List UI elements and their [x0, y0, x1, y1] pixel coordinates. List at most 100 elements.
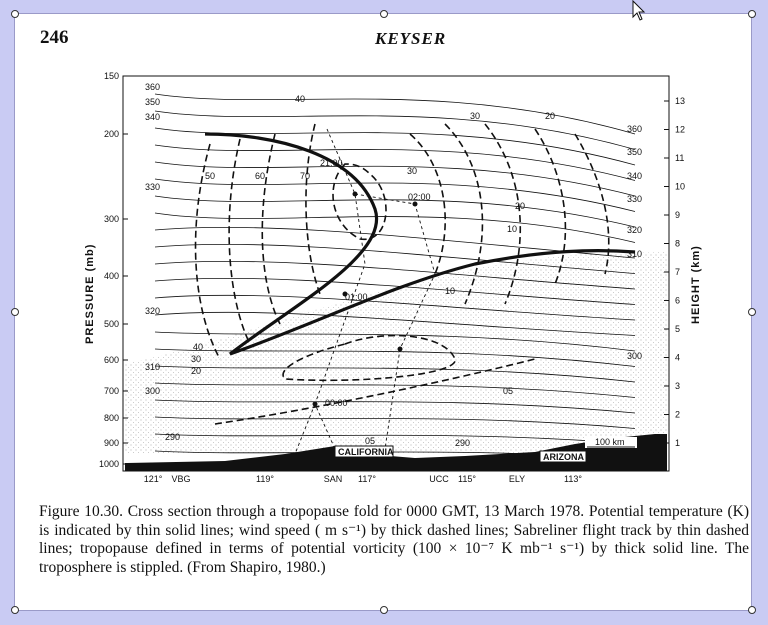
pressure-ticks: 150 200 300 400 500 600 700 800 900 1000 [99, 71, 128, 469]
wind-speed-label: 40 [193, 342, 203, 352]
pressure-tick-label: 600 [104, 355, 119, 365]
arizona-box [539, 450, 587, 463]
height-tick-label: 13 [675, 96, 685, 106]
track-time-label: 02:00 [408, 192, 431, 202]
theta-isentrope [154, 416, 636, 429]
pressure-tick-label: 500 [104, 319, 119, 329]
resize-handle-br[interactable] [748, 606, 756, 614]
tropopause-fold [204, 132, 636, 356]
theta-isentrope [154, 178, 636, 212]
theta-label-right: 360 [627, 124, 642, 134]
theta-isentrope [154, 161, 636, 197]
height-tick-label: 7 [675, 267, 680, 277]
theta-label-right: 340 [627, 171, 642, 181]
theta-isentrope [154, 348, 636, 367]
california-box [334, 445, 394, 458]
pressure-tick-label: 200 [104, 129, 119, 139]
wind-speed-label: 10 [445, 286, 455, 296]
theta-isentrope [154, 433, 636, 445]
mouse-cursor-icon [632, 0, 646, 21]
theta-isentrope [154, 93, 636, 135]
height-tick-label: 1 [675, 438, 680, 448]
theta-isentrope [154, 110, 636, 150]
resize-handle-tr[interactable] [748, 10, 756, 18]
theta-label-left: 350 [145, 97, 160, 107]
theta-isentrope [154, 243, 636, 274]
theta-label-right: 350 [627, 147, 642, 157]
inner-label-05: 05 [365, 436, 375, 446]
theta-isentrope [154, 399, 636, 414]
x-tick-label: 115° [458, 474, 476, 484]
wind-speed-label: 30 [407, 166, 417, 176]
track-point [412, 201, 418, 207]
track-point [352, 191, 358, 197]
theta-isentrope [154, 365, 636, 383]
track-point [312, 401, 318, 407]
height-ticks: 13 12 11 10 9 8 7 6 5 4 3 2 1 [664, 96, 685, 448]
height-tick-label: 6 [675, 296, 680, 306]
theta-isentrope [154, 311, 636, 336]
height-tick-label: 9 [675, 210, 680, 220]
y-axis-left-label: PRESSURE (mb) [84, 244, 96, 344]
wind-speed-label: 20 [515, 201, 525, 211]
theta-isentrope [154, 331, 636, 352]
x-tick-label: VBG [171, 474, 190, 484]
theta-label-left: 320 [145, 306, 160, 316]
theta-labels-left: 360 350 340 330 320 310 300 290 [145, 82, 180, 442]
theta-isentrope [154, 144, 636, 181]
wind-speed-label: 05 [503, 386, 513, 396]
x-tick-label: 113° [564, 474, 582, 484]
terrain [125, 434, 667, 471]
resize-handle-tm[interactable] [380, 10, 388, 18]
wind-speed-label: 70 [300, 171, 310, 181]
inner-label-290: 290 [455, 438, 470, 448]
pressure-tick-label: 150 [104, 71, 119, 81]
wind-labels: 40 50 60 70 30 20 40 30 20 10 30 20 10 05 [191, 94, 555, 396]
resize-handle-bm[interactable] [380, 606, 388, 614]
height-tick-label: 3 [675, 381, 680, 391]
arizona-label: ARIZONA [543, 452, 584, 462]
theta-isentrope [154, 195, 636, 228]
x-tick-label: ELY [509, 474, 525, 484]
x-tick-label: UCC [429, 474, 449, 484]
theta-label-left: 300 [145, 386, 160, 396]
resize-handle-mr[interactable] [748, 308, 756, 316]
theta-isentrope [154, 277, 636, 305]
cross-section-figure: PRESSURE (mb) HEIGHT (km) 15020030040050… [84, 71, 702, 484]
pressure-tick-label: 400 [104, 271, 119, 281]
theta-label-left: 310 [145, 362, 160, 372]
resize-handle-bl[interactable] [11, 606, 19, 614]
theta-label-right: 300 [627, 351, 642, 361]
x-tick-label: SAN [324, 474, 343, 484]
wind-speed-label: 50 [205, 171, 215, 181]
theta-isentrope [154, 382, 636, 398]
track-time-labels: 21:00 02:00 01:00 00:00 [320, 158, 431, 408]
track-point [397, 346, 403, 352]
resize-handle-tl[interactable] [11, 10, 19, 18]
height-tick-label: 10 [675, 182, 685, 192]
track-time-label: 21:00 [320, 158, 343, 168]
theta-label-right: 320 [627, 225, 642, 235]
pressure-tick-label: 1000 [99, 459, 119, 469]
wind-speed-label: 20 [545, 111, 555, 121]
california-label: CALIFORNIA [338, 447, 394, 457]
wind-speed-label: 30 [470, 111, 480, 121]
theta-label-left: 330 [145, 182, 160, 192]
height-tick-label: 12 [675, 125, 685, 135]
running-title: KEYSER [375, 29, 447, 48]
theta-isentrope [154, 226, 636, 259]
x-tick-label: 121° [144, 474, 163, 484]
x-tick-label: 117° [358, 474, 376, 484]
height-tick-label: 5 [675, 324, 680, 334]
pressure-tick-label: 800 [104, 413, 119, 423]
resize-handle-ml[interactable] [11, 308, 19, 316]
pressure-tick-label: 700 [104, 386, 119, 396]
track-time-label: 01:00 [345, 292, 368, 302]
theta-label-left: 290 [165, 432, 180, 442]
troposphere-stipple [125, 252, 667, 454]
height-tick-label: 8 [675, 239, 680, 249]
theta-label-right: 310 [627, 249, 642, 259]
scale-bar-box [585, 437, 637, 448]
y-axis-right-label: HEIGHT (km) [690, 245, 702, 324]
pressure-tick-label: 900 [104, 438, 119, 448]
